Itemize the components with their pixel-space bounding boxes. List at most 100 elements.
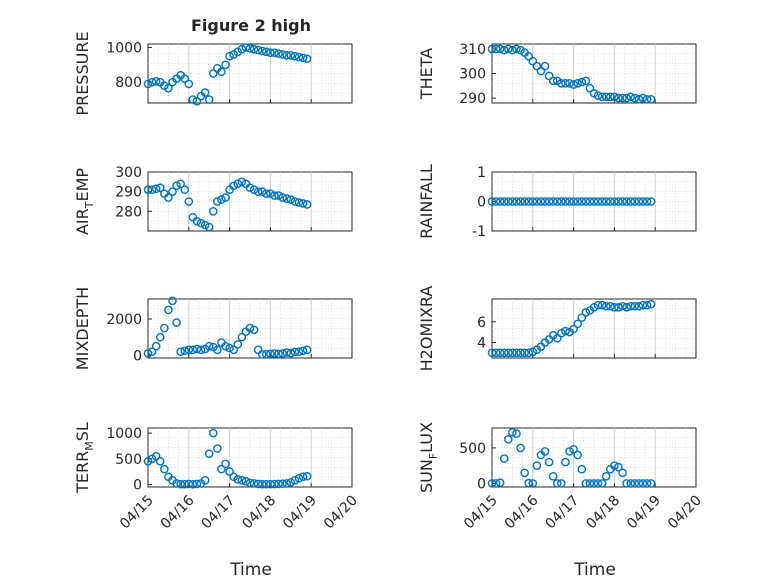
data-point (561, 326, 570, 336)
data-point (155, 332, 165, 342)
data-point (618, 197, 627, 206)
data-point (630, 197, 640, 206)
data-point (253, 187, 263, 196)
data-point (188, 345, 198, 355)
data-point (638, 300, 648, 310)
data-point (290, 197, 300, 206)
data-point (614, 93, 623, 103)
data-point (569, 324, 578, 334)
data-point (217, 195, 226, 204)
data-point (577, 313, 587, 322)
data-point (164, 193, 173, 202)
data-point (499, 348, 509, 358)
data-point (151, 451, 161, 461)
data-point (176, 347, 185, 356)
x-tick-label: 04/19 (624, 493, 664, 533)
data-point (274, 349, 283, 359)
data-point (524, 478, 534, 488)
data-point (552, 479, 562, 488)
data-point (200, 220, 210, 230)
data-point (180, 185, 190, 194)
data-point (151, 184, 161, 194)
y-tick-label: 0 (133, 348, 142, 364)
data-point (221, 341, 230, 351)
data-point (262, 479, 271, 489)
data-point (270, 48, 279, 57)
y-tick-label: 4 (477, 335, 486, 351)
data-point (561, 197, 570, 206)
data-point (487, 348, 497, 358)
data-point (266, 48, 275, 57)
data-point (573, 79, 582, 88)
data-point (266, 189, 275, 198)
data-point (622, 479, 631, 488)
data-point (257, 350, 267, 359)
data-point (626, 92, 636, 102)
data-point (257, 187, 267, 196)
data-point (196, 218, 206, 228)
data-point (557, 479, 566, 488)
data-point (208, 207, 218, 216)
data-point (282, 479, 292, 488)
data-point (168, 296, 177, 306)
x-axis-label-left: Time (229, 560, 272, 580)
data-point (192, 96, 202, 106)
subplot-2: 290 300 310 THETA (417, 42, 697, 107)
y-tick-label: 290 (459, 91, 486, 107)
data-point (151, 341, 161, 351)
data-point (184, 479, 194, 489)
data-point (286, 195, 296, 204)
data-point (610, 302, 619, 312)
data-point (573, 450, 582, 460)
data-point (601, 92, 611, 102)
x-tick-label: 04/17 (543, 493, 583, 533)
data-point (618, 301, 627, 311)
data-point (601, 301, 611, 311)
data-point (528, 479, 538, 488)
data-point (237, 332, 247, 342)
data-point (557, 79, 566, 88)
data-point (282, 348, 292, 357)
data-point (491, 44, 501, 54)
data-point (508, 427, 517, 437)
data-point (565, 79, 574, 88)
data-point (585, 197, 595, 206)
data-point (646, 95, 656, 104)
data-point (270, 479, 279, 489)
data-point (642, 95, 652, 104)
y-tick-label: 300 (459, 67, 486, 83)
data-point (184, 197, 194, 206)
data-point (606, 92, 615, 102)
data-point (298, 199, 308, 208)
y-tick-label: 6 (477, 315, 486, 331)
data-point (548, 472, 558, 481)
data-point (536, 197, 546, 206)
data-point (622, 302, 631, 312)
data-point (495, 197, 505, 206)
y-tick-label: 290 (115, 185, 142, 201)
data-point (245, 323, 255, 333)
data-point (270, 349, 279, 358)
data-point (622, 197, 631, 206)
data-point (487, 479, 497, 488)
data-point (245, 44, 255, 53)
data-point (151, 77, 161, 86)
data-point (589, 197, 599, 206)
data-point (233, 475, 243, 484)
data-point (610, 197, 619, 206)
data-point (298, 472, 308, 482)
data-point (573, 319, 582, 329)
data-point (155, 457, 165, 466)
data-point (622, 93, 631, 103)
data-point (512, 348, 521, 358)
data-point (565, 197, 574, 206)
data-point (495, 348, 505, 358)
data-point (495, 478, 505, 488)
data-point (237, 476, 247, 485)
data-point (528, 197, 538, 206)
data-point (512, 197, 521, 206)
data-point (581, 197, 591, 206)
data-point (294, 347, 304, 356)
